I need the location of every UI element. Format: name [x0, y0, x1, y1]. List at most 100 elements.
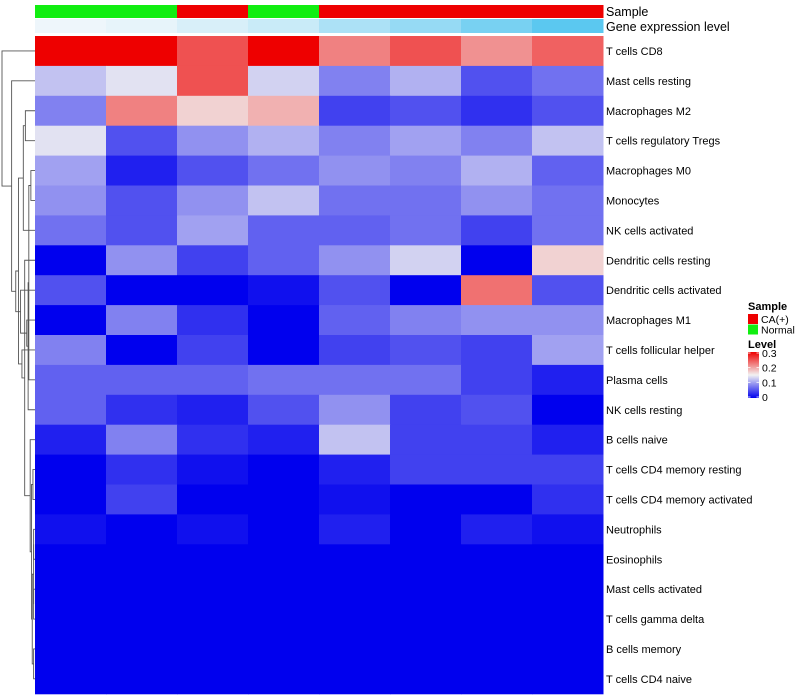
row-label: NK cells activated — [606, 225, 693, 237]
heatmap-cell — [35, 424, 107, 456]
dendrogram-branch — [33, 648, 35, 680]
heatmap-cell — [248, 215, 320, 246]
heatmap-cell — [106, 95, 178, 127]
heatmap-cell — [248, 663, 320, 695]
row-label: Macrophages M2 — [606, 106, 691, 118]
heatmap-cell — [248, 275, 320, 306]
heatmap-cell — [532, 215, 604, 246]
heatmap-cell — [35, 185, 107, 216]
level-tick-label: 0.3 — [762, 348, 777, 360]
heatmap-cell — [35, 245, 107, 276]
heatmap-cell — [461, 305, 533, 336]
heatmap-cell — [106, 574, 178, 605]
sample-annotation-cell — [248, 5, 320, 18]
sample-legend-title: Sample — [748, 301, 787, 313]
heatmap-cell — [532, 484, 604, 515]
heatmap-cell — [319, 574, 391, 605]
sample-annotation-cell — [390, 5, 462, 18]
heatmap-cell — [461, 215, 533, 246]
row-label: T cells follicular helper — [606, 345, 715, 357]
heatmap-cell — [390, 364, 462, 396]
heatmap-cell — [532, 335, 604, 366]
heatmap-cell — [390, 125, 462, 157]
heatmap-cell — [319, 185, 391, 216]
sample-annotation-cell — [177, 5, 249, 18]
heatmap-cell — [106, 36, 178, 67]
gene-expression-annotation-cell — [390, 19, 462, 33]
heatmap-cell — [319, 125, 391, 157]
row-labels: T cells CD8 Mast cells resting Macrophages… — [606, 46, 753, 686]
heatmap-cell — [532, 574, 604, 605]
heatmap-cell — [461, 65, 533, 97]
heatmap-cell — [532, 454, 604, 485]
heatmap-cell — [248, 335, 320, 366]
heatmap-cell — [319, 245, 391, 276]
heatmap-cell — [35, 544, 107, 575]
gene-expression-annotation-cell — [177, 19, 249, 33]
dendrogram-branch — [32, 469, 35, 500]
gene-expression-annotation-cell — [248, 19, 320, 33]
heatmap-cell — [35, 364, 107, 396]
heatmap-cell — [106, 275, 178, 306]
row-label: Macrophages M0 — [606, 166, 691, 178]
heatmap-cell — [177, 634, 249, 665]
row-label: Mast cells resting — [606, 76, 691, 88]
sample-annotation-cell — [35, 5, 107, 18]
heatmap-cell — [177, 604, 249, 635]
heatmap-cell — [319, 544, 391, 575]
heatmap-cell — [35, 335, 107, 366]
heatmap-cell — [248, 544, 320, 575]
heatmap-cell — [106, 364, 178, 396]
heatmap-cell — [106, 454, 178, 485]
heatmap-cell — [390, 394, 462, 426]
heatmap-cell — [106, 125, 178, 157]
heatmap-cell — [106, 305, 178, 336]
heatmap-cell — [532, 65, 604, 97]
heatmap-cell — [390, 544, 462, 575]
heatmap-cell — [319, 36, 391, 67]
heatmap-cells — [35, 36, 604, 695]
row-label: T cells regulatory Tregs — [606, 136, 721, 148]
heatmap-cell — [248, 364, 320, 396]
dendrogram-branch — [24, 110, 35, 142]
heatmap-cell — [177, 275, 249, 306]
heatmap-cell — [390, 245, 462, 276]
heatmap-cell — [106, 484, 178, 515]
heatmap-cell — [319, 65, 391, 97]
heatmap-cell — [35, 574, 107, 605]
heatmap-cell — [248, 484, 320, 515]
heatmap-cell — [461, 574, 533, 605]
level-colorbar — [748, 352, 759, 398]
heatmap-cell — [532, 394, 604, 426]
heatmap-cell — [319, 424, 391, 456]
heatmap-cell — [532, 514, 604, 545]
heatmap-cell — [461, 155, 533, 186]
heatmap-cell — [177, 335, 249, 366]
heatmap-cell — [177, 36, 249, 67]
heatmap-cell — [319, 454, 391, 485]
heatmap-cell — [390, 36, 462, 67]
heatmap-cell — [461, 604, 533, 635]
heatmap-cell — [461, 394, 533, 426]
heatmap-cell — [177, 394, 249, 426]
heatmap-cell — [390, 185, 462, 216]
sample-annotation-cell — [319, 5, 391, 18]
heatmap-cell — [461, 634, 533, 665]
heatmap-cell — [319, 275, 391, 306]
heatmap-cell — [106, 544, 178, 575]
heatmap-cell — [532, 245, 604, 276]
heatmap-cell — [248, 604, 320, 635]
heatmap-cell — [106, 604, 178, 635]
heatmap-cell — [319, 484, 391, 515]
heatmap-cell — [532, 424, 604, 456]
heatmap-cell — [532, 185, 604, 216]
heatmap-cell — [35, 95, 107, 127]
heatmap-cell — [390, 305, 462, 336]
heatmap-cell — [532, 544, 604, 575]
heatmap-cell — [177, 305, 249, 336]
heatmap-cell — [248, 125, 320, 157]
heatmap-cell — [35, 65, 107, 97]
heatmap-cell — [177, 245, 249, 276]
